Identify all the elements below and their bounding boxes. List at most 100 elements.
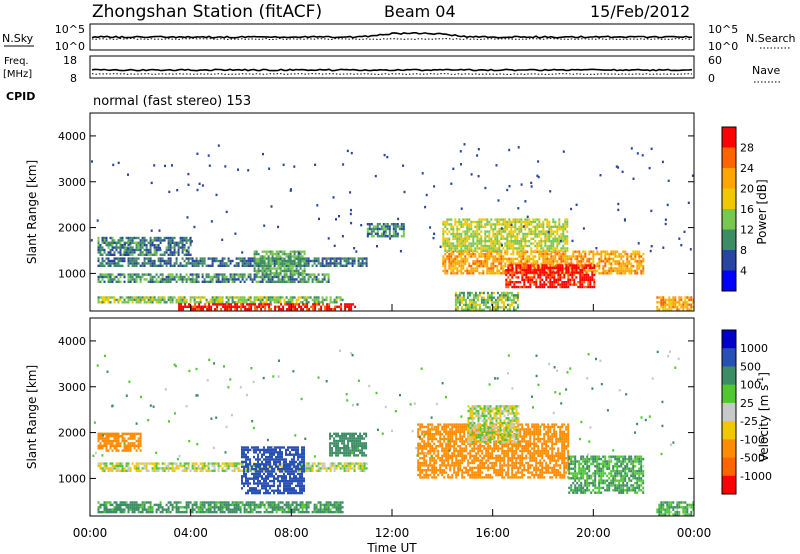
power-echo-cell: [604, 269, 607, 273]
velocity-echo-cell: [271, 506, 274, 509]
velocity-echo-cell: [255, 510, 258, 514]
power-echo-cell: [261, 250, 264, 253]
power-echo-cell: [207, 273, 210, 276]
power-echo-cell: [472, 237, 475, 240]
power-echo-cell: [494, 255, 497, 258]
power-echo-cell: [482, 269, 485, 273]
velocity-echo-cell: [245, 453, 247, 456]
velocity-echo-cell: [139, 435, 142, 438]
power-echo-cell: [562, 228, 565, 231]
power-echo-cell: [255, 296, 258, 299]
power-echo-cell: [229, 278, 232, 281]
power-echo-cell: [368, 227, 371, 231]
power-echo-cell: [315, 278, 318, 281]
power-echo-cell: [305, 257, 308, 260]
power-echo-cell: [670, 301, 673, 304]
power-echo-cell: [538, 255, 541, 258]
power-echo-cell: [323, 257, 326, 260]
power-echo-cell: [271, 257, 274, 261]
power-echo-cell: [592, 250, 595, 253]
velocity-echo-cell: [297, 508, 300, 511]
power-echo-cell: [149, 296, 152, 299]
power-echo-cell: [340, 303, 343, 306]
power-echo-cell: [533, 281, 536, 284]
velocity-echo-cell: [251, 467, 253, 471]
velocity-echo-cell: [255, 506, 258, 509]
power-echo-cell: [279, 262, 282, 265]
velocity-echo-cell: [197, 464, 200, 468]
power-echo-cell: [216, 305, 219, 308]
power-echo-cell: [476, 294, 479, 297]
power-echo-cell: [105, 275, 108, 279]
power-echo-cell: [253, 257, 256, 261]
power-echo-cell: [684, 301, 687, 304]
power-scatter-cell: [176, 189, 179, 192]
velocity-echo-cell: [139, 469, 142, 472]
power-colorbar-frame: [721, 126, 737, 292]
power-echo-cell: [474, 267, 477, 270]
velocity-echo-cell: [103, 437, 106, 440]
power-echo-cell: [545, 278, 548, 281]
power-echo-cell: [117, 264, 120, 267]
power-echo-cell: [690, 303, 693, 306]
power-echo-cell: [179, 236, 182, 240]
power-echo-cell: [193, 264, 196, 267]
power-echo-cell: [517, 281, 520, 284]
velocity-echo-cell: [109, 510, 112, 514]
power-echo-cell: [558, 220, 561, 224]
power-echo-cell: [157, 259, 160, 263]
power-scatter-cell: [510, 223, 513, 226]
power-echo-cell: [239, 273, 242, 276]
power-echo-cell: [297, 255, 300, 258]
power-echo-cell: [612, 260, 615, 263]
power-echo-cell: [546, 244, 549, 248]
power-echo-cell: [259, 262, 262, 265]
velocity-echo-cell: [309, 469, 312, 472]
power-echo-cell: [316, 303, 319, 306]
power-echo-cell: [624, 252, 627, 256]
velocity-echo-cell: [101, 432, 104, 435]
power-echo-cell: [147, 248, 150, 252]
power-echo-cell: [213, 275, 216, 279]
power-echo-cell: [622, 269, 625, 273]
power-echo-cell: [502, 308, 505, 311]
power-echo-cell: [620, 262, 623, 265]
power-echo-cell: [291, 280, 294, 283]
velocity-echo-cell: [275, 506, 278, 509]
velocity-echo-cell: [139, 442, 142, 445]
power-echo-cell: [510, 240, 513, 243]
power-echo-cell: [510, 237, 513, 240]
power-echo-cell: [159, 253, 162, 256]
power-echo-cell: [269, 280, 272, 283]
power-echo-cell: [143, 273, 146, 276]
power-echo-cell: [210, 305, 213, 308]
velocity-echo-cell: [341, 510, 344, 514]
power-echo-cell: [241, 301, 244, 304]
power-echo-cell: [303, 252, 306, 256]
power-echo-cell: [620, 269, 623, 273]
power-echo-cell: [153, 264, 156, 267]
velocity-echo-cell: [221, 510, 224, 514]
power-echo-cell: [551, 271, 554, 274]
velocity-echo-cell: [131, 437, 134, 440]
power-echo-cell: [598, 252, 601, 256]
power-echo-cell: [460, 269, 463, 273]
velocity-echo-cell: [137, 437, 140, 440]
power-echo-cell: [303, 275, 306, 279]
power-echo-cell: [255, 275, 258, 279]
power-echo-cell: [484, 242, 487, 245]
power-echo-cell: [513, 271, 516, 274]
power-scatter-cell: [367, 232, 370, 236]
power-echo-cell: [507, 285, 510, 289]
power-echo-cell: [582, 250, 585, 253]
velocity-echo-cell: [307, 462, 310, 465]
power-echo-cell: [255, 257, 258, 261]
power-echo-cell: [139, 264, 142, 267]
power-echo-cell: [119, 257, 122, 260]
power-echo-cell: [514, 235, 517, 238]
power-echo-cell: [561, 276, 564, 279]
power-echo-cell: [567, 276, 570, 279]
power-echo-cell: [668, 303, 671, 306]
power-echo-cell: [546, 237, 549, 240]
power-echo-cell: [396, 225, 399, 228]
